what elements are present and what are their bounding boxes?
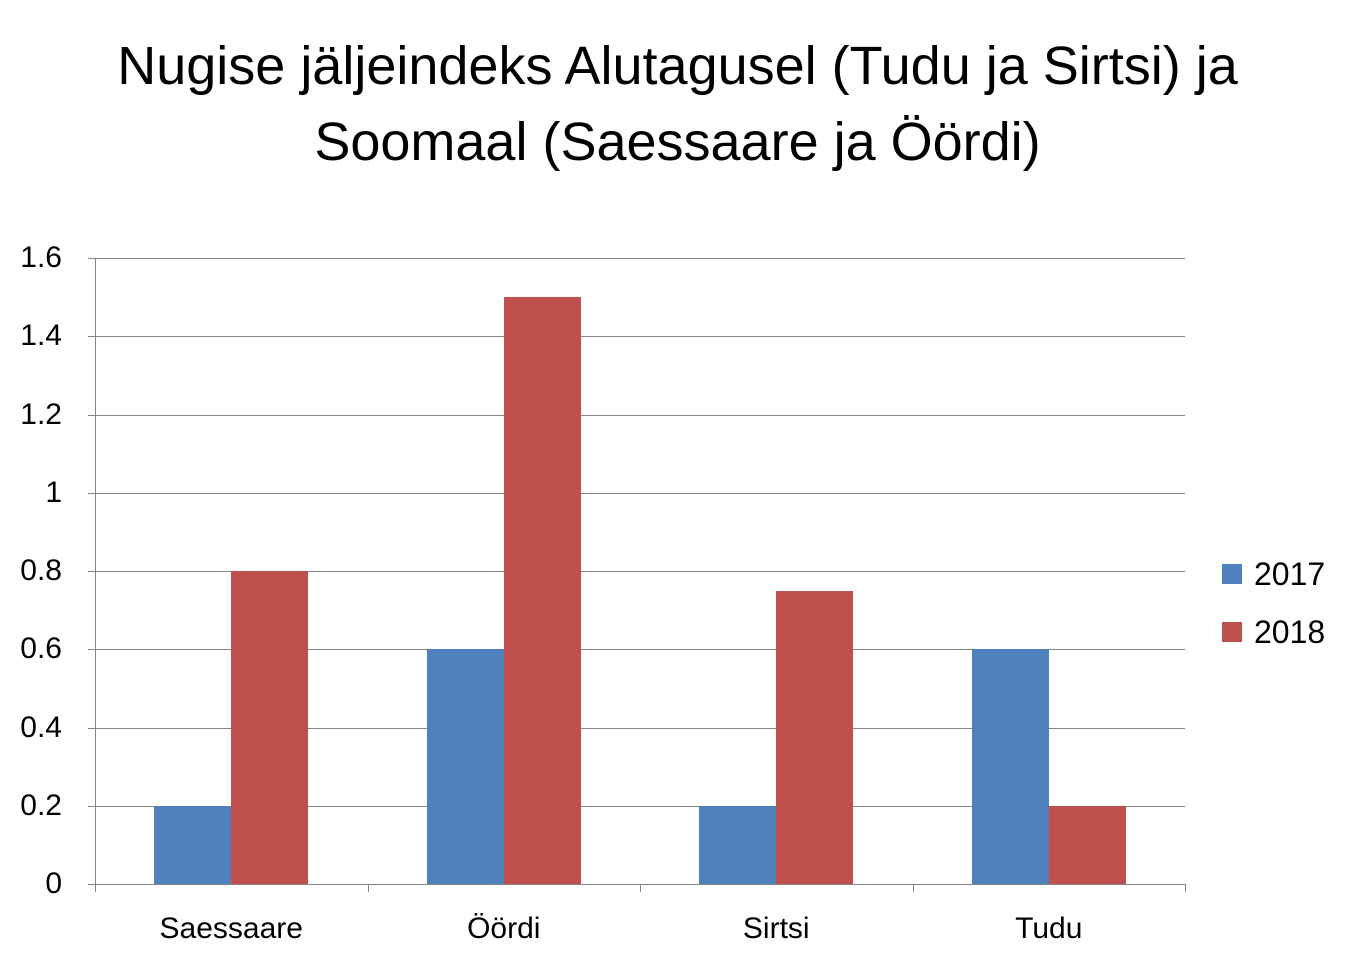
y-tick-label: 1.4 bbox=[20, 319, 62, 353]
bar-2018-sirtsi bbox=[776, 590, 854, 884]
gridline bbox=[95, 258, 1185, 259]
x-tick-label: Saessaare bbox=[159, 912, 303, 945]
bar-2018-öördi bbox=[503, 297, 581, 884]
y-tick-label: 1.2 bbox=[20, 397, 62, 431]
x-tick-mark bbox=[912, 884, 914, 892]
x-tick-mark bbox=[640, 884, 641, 892]
bar-2017-öördi bbox=[426, 649, 504, 884]
legend-swatch-icon bbox=[1222, 564, 1242, 584]
legend-swatch-icon bbox=[1222, 622, 1242, 642]
y-tick-mark bbox=[88, 492, 95, 494]
y-tick-mark bbox=[88, 336, 95, 338]
x-tick-label: Öördi bbox=[467, 912, 541, 945]
legend-item-2018: 2018 bbox=[1222, 603, 1325, 661]
x-tick-mark bbox=[95, 884, 96, 892]
legend-label: 2017 bbox=[1254, 555, 1326, 592]
chart-title-line-2: Soomaal (Saessaare ja Öördi) bbox=[314, 112, 1041, 172]
y-tick-mark bbox=[88, 884, 95, 885]
y-tick-label: 0.4 bbox=[20, 710, 62, 744]
y-tick-label: 0 bbox=[45, 867, 62, 900]
gridline bbox=[95, 492, 1185, 494]
y-tick-label: 1.6 bbox=[20, 241, 62, 274]
gridline bbox=[95, 571, 1185, 572]
x-tick-label: Tudu bbox=[1015, 912, 1083, 945]
gridline bbox=[95, 805, 1185, 807]
chart-title-line-1: Nugise jäljeindeks Alutagusel (Tudu ja S… bbox=[117, 36, 1238, 96]
x-tick-mark bbox=[367, 884, 369, 892]
y-tick-mark bbox=[88, 649, 95, 651]
legend-label: 2018 bbox=[1254, 613, 1326, 650]
bar-2018-saessaare bbox=[231, 571, 309, 884]
y-tick-label: 0.2 bbox=[20, 788, 62, 822]
gridline bbox=[95, 336, 1185, 338]
bar-2018-tudu bbox=[1048, 805, 1126, 884]
y-tick-mark bbox=[88, 727, 95, 729]
y-tick-mark bbox=[88, 571, 95, 572]
bar-2017-saessaare bbox=[154, 805, 232, 884]
bar-2017-tudu bbox=[971, 649, 1049, 884]
y-tick-mark bbox=[88, 258, 95, 259]
gridline bbox=[95, 414, 1185, 416]
y-tick-mark bbox=[88, 805, 95, 807]
legend-item-2017: 2017 bbox=[1222, 545, 1325, 603]
y-tick-label: 0.8 bbox=[20, 554, 62, 587]
bar-2017-sirtsi bbox=[699, 805, 777, 884]
legend: 2017 2018 bbox=[1222, 545, 1325, 661]
gridline bbox=[95, 727, 1185, 729]
x-tick-label: Sirtsi bbox=[742, 912, 810, 945]
y-tick-mark bbox=[88, 414, 95, 416]
gridline bbox=[95, 649, 1185, 651]
x-tick-mark bbox=[1185, 884, 1186, 892]
y-tick-label: 0.6 bbox=[20, 632, 62, 666]
plot-area bbox=[88, 258, 1186, 892]
chart-title: Nugise jäljeindeks Alutagusel (Tudu ja S… bbox=[0, 28, 1355, 180]
y-tick-label: 1 bbox=[45, 475, 62, 509]
